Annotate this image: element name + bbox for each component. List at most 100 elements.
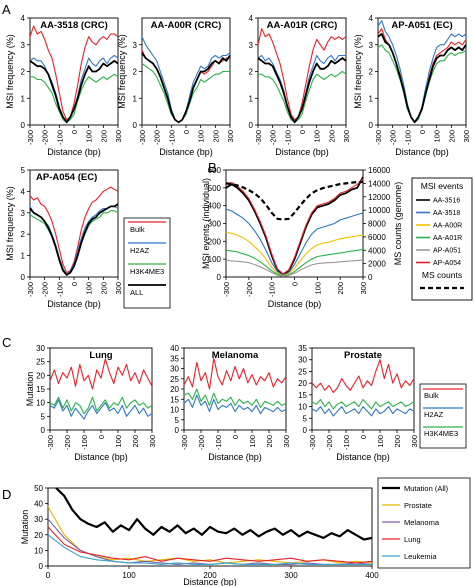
y-axis-label: MSI frequency (%) bbox=[117, 34, 127, 109]
chart-title: AA-3518 (CRC) bbox=[40, 20, 108, 31]
legend-label: Mutation (All) bbox=[404, 484, 449, 493]
y-tick-label: 1 bbox=[21, 252, 26, 261]
y-tick-label: 25 bbox=[36, 358, 45, 367]
y2-tick-label: 6000 bbox=[368, 233, 386, 242]
x-axis-label: Distance (bp) bbox=[47, 147, 101, 157]
y-tick-label: 5 bbox=[41, 412, 46, 421]
legend-label: AA-A00R bbox=[433, 223, 462, 230]
series-line bbox=[183, 357, 287, 390]
y-tick-label: 2 bbox=[21, 230, 26, 239]
series-line bbox=[225, 180, 363, 221]
legend-box bbox=[377, 477, 471, 569]
x-tick-label: 0 bbox=[418, 130, 427, 134]
legend-label: Bulk bbox=[424, 391, 439, 400]
y-tick-label: 10 bbox=[34, 546, 43, 555]
series-line bbox=[311, 359, 415, 394]
series-line bbox=[225, 178, 364, 275]
y-tick-label: 500 bbox=[208, 184, 222, 193]
y-tick-label: 5 bbox=[175, 416, 180, 425]
x-tick-label: 100 bbox=[433, 130, 442, 143]
legend-label: Lung bbox=[404, 535, 421, 544]
x-tick-label: -100 bbox=[268, 282, 277, 297]
y-tick-label: 10 bbox=[170, 406, 179, 415]
x-tick-label: -200 bbox=[325, 435, 334, 450]
series-line bbox=[258, 70, 347, 123]
y-tick-label: 15 bbox=[170, 395, 179, 404]
x-tick-label: -300 bbox=[26, 282, 35, 297]
x-tick-label: 200 bbox=[265, 435, 274, 448]
legend-label: ALL bbox=[130, 288, 143, 297]
series-line bbox=[141, 52, 231, 124]
series-line bbox=[47, 534, 372, 565]
y-tick-label: 20 bbox=[298, 379, 307, 388]
y-tick-label: 4 bbox=[21, 14, 26, 23]
series-line bbox=[49, 358, 153, 390]
series-line bbox=[49, 399, 153, 420]
x-tick-label: -200 bbox=[41, 130, 50, 145]
x-tick-label: 200 bbox=[336, 282, 345, 295]
y-tick-label: 0 bbox=[249, 121, 254, 130]
chart-a5: 0 1 2 3 4 5 -300 -200 -100 0 100 200 300 AP-A054 (EC)… bbox=[5, 166, 123, 309]
x-tick-label: 100 bbox=[313, 282, 322, 295]
y-tick-label: 35 bbox=[298, 344, 307, 353]
y-tick-label: 2 bbox=[249, 68, 254, 77]
x-tick-label: -100 bbox=[55, 282, 64, 297]
chart-title: AA-A00R (CRC) bbox=[151, 20, 222, 31]
legend-label: H3K4ME3 bbox=[130, 267, 164, 276]
y2-tick-label: 14000 bbox=[368, 179, 391, 188]
y-tick-label: 25 bbox=[298, 367, 307, 376]
chart-title: Melanoma bbox=[212, 350, 259, 361]
x-tick-label: 300 bbox=[114, 282, 123, 295]
x-tick-label: -300 bbox=[46, 435, 55, 450]
x-tick-label: 300 bbox=[226, 130, 235, 143]
x-tick-label: -100 bbox=[167, 130, 176, 145]
y2-tick-label: 4000 bbox=[368, 246, 386, 255]
y-tick-label: 5 bbox=[303, 414, 308, 423]
y-tick-label: 20 bbox=[36, 371, 45, 380]
chart-title: Lung bbox=[89, 350, 112, 361]
x-tick-label: 400 bbox=[365, 571, 379, 580]
x-tick-label: -100 bbox=[55, 130, 64, 145]
x-tick-label: 300 bbox=[410, 435, 419, 448]
x-tick-label: 100 bbox=[85, 130, 94, 143]
x-tick-label: -200 bbox=[153, 130, 162, 145]
y-tick-label: 3 bbox=[21, 209, 26, 218]
y-tick-label: 5 bbox=[21, 166, 26, 175]
y-tick-label: 1 bbox=[249, 94, 254, 103]
x-tick-label: 300 bbox=[148, 435, 157, 448]
x-tick-label: -200 bbox=[41, 282, 50, 297]
x-tick-label: -200 bbox=[389, 130, 398, 145]
y-tick-label: 30 bbox=[298, 356, 307, 365]
y-tick-label: 400 bbox=[208, 202, 222, 211]
chart-d: 0 10 20 30 40 50 0 100 200 300 400 Distance (bp) Mut… bbox=[20, 484, 379, 586]
x-tick-label: -300 bbox=[374, 130, 383, 145]
x-tick-label: 0 bbox=[70, 130, 79, 134]
y-tick-label: 0 bbox=[21, 121, 26, 130]
x-tick-label: 300 bbox=[114, 130, 123, 143]
y-axis-label: MSI frequency (%) bbox=[5, 34, 15, 109]
y-tick-label: 3 bbox=[21, 41, 26, 50]
y-tick-label: 0 bbox=[217, 273, 222, 282]
x-axis-label: Distance (bp) bbox=[395, 147, 449, 157]
x-tick-label: 0 bbox=[231, 435, 240, 439]
legend-box bbox=[123, 217, 171, 309]
x-tick-label: -300 bbox=[180, 435, 189, 450]
x-axis-label: Distance (bp) bbox=[268, 299, 322, 309]
legend-d: Mutation (All) Prostate Melanoma Lung Leukem… bbox=[377, 477, 471, 569]
legend-label: Bulk bbox=[130, 225, 145, 234]
x-tick-label: 100 bbox=[313, 130, 322, 143]
y-tick-label: 200 bbox=[208, 237, 222, 246]
x-tick-label: 200 bbox=[99, 130, 108, 143]
x-axis-label: Distance (bp) bbox=[336, 452, 390, 462]
y-tick-label: 1 bbox=[133, 94, 138, 103]
y-tick-label: 15 bbox=[298, 391, 307, 400]
y-tick-label: 30 bbox=[170, 365, 179, 374]
series-line bbox=[257, 57, 347, 124]
panel-label-b: B bbox=[208, 160, 217, 175]
series-line bbox=[47, 526, 373, 564]
y2-tick-label: 16000 bbox=[368, 166, 391, 175]
x-tick-label: 0 bbox=[97, 435, 106, 439]
y-tick-label: 20 bbox=[170, 385, 179, 394]
legend-label: AP-A051 bbox=[433, 248, 461, 255]
